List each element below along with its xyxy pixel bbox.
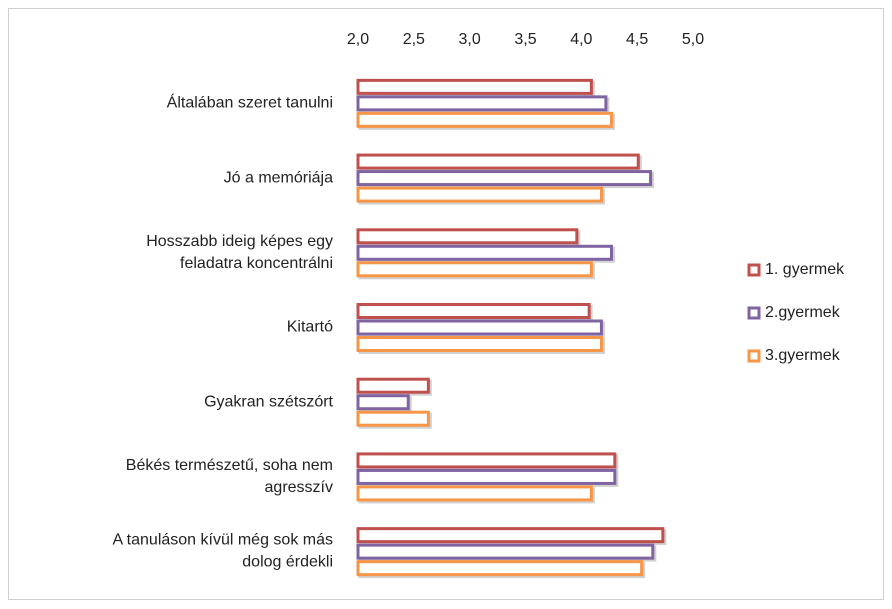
legend-swatch xyxy=(747,263,761,277)
bar xyxy=(356,468,617,485)
bar xyxy=(356,319,603,336)
bar xyxy=(356,336,603,352)
x-tick-label: 2,5 xyxy=(403,31,425,48)
x-tick-label: 3,5 xyxy=(514,31,536,48)
legend-swatch xyxy=(747,349,761,363)
bar xyxy=(356,377,430,394)
x-tick-label: 2,0 xyxy=(347,31,369,48)
y-tick-label: A tanuláson kívül még sok más dolog érdek… xyxy=(112,532,333,571)
bar xyxy=(356,78,593,95)
x-tick-label: 5,0 xyxy=(682,31,704,48)
bar xyxy=(356,111,613,128)
y-tick-label: Kitartó xyxy=(287,319,333,336)
bar xyxy=(356,95,608,112)
bar xyxy=(356,261,593,278)
legend-label: 1. gyermek xyxy=(765,261,845,278)
bar xyxy=(356,394,410,411)
bar xyxy=(356,560,644,577)
y-tick-label: Jó a memóriája xyxy=(224,169,333,186)
y-tick-label: Gyakran szétszórt xyxy=(204,393,333,410)
bar xyxy=(356,186,603,203)
bar xyxy=(356,410,430,427)
bar xyxy=(356,170,653,187)
bar xyxy=(356,244,613,261)
y-tick-label: Békés természetű, soha nem agresszív xyxy=(126,457,333,496)
bar xyxy=(356,153,640,170)
x-tick-label: 4,5 xyxy=(626,31,648,48)
y-tick-label: Hosszabb ideig képes egy feladatra koncen… xyxy=(146,233,333,272)
legend-label: 2.gyermek xyxy=(765,304,841,321)
bar xyxy=(356,303,591,319)
bar xyxy=(356,228,579,245)
legend-label: 3.gyermek xyxy=(765,347,841,364)
x-tick-label: 3,0 xyxy=(459,31,481,48)
bar xyxy=(356,485,593,502)
legend-swatch xyxy=(747,306,761,320)
bar xyxy=(356,452,617,469)
x-tick-label: 4,0 xyxy=(570,31,592,48)
bar xyxy=(356,527,665,544)
bar xyxy=(356,543,655,560)
y-tick-label: Általában szeret tanulni xyxy=(167,93,333,112)
